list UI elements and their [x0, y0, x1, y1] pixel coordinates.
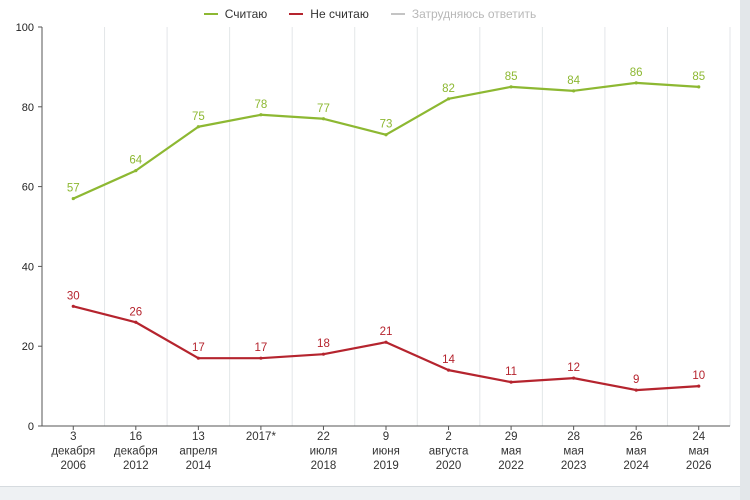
data-point-agree [321, 117, 326, 121]
data-label-disagree: 26 [129, 306, 142, 318]
data-point-disagree [634, 388, 638, 392]
legend-label-undecided: Затрудняюсь ответить [411, 7, 537, 21]
data-point-agree [71, 196, 75, 201]
legend: Считаю Не считаю Затрудняюсь ответить [0, 4, 740, 24]
data-point-agree [509, 85, 513, 89]
data-label-agree: 64 [129, 155, 142, 167]
data-label-disagree: 17 [255, 342, 268, 354]
x-tick-label: 16 декабря 2012 [114, 431, 158, 472]
x-tick-label: 9 июня 2019 [372, 431, 400, 472]
x-tick-label: 2017* [246, 431, 277, 443]
data-point-disagree [509, 380, 513, 384]
y-tick-label: 20 [22, 341, 34, 353]
data-point-disagree [134, 320, 138, 324]
data-point-agree [134, 169, 138, 173]
line-chart: 0 20 40 60 80 100 3 декабря 2006 16 декабря 2012 13 а… [16, 22, 731, 472]
data-label-agree: 84 [567, 75, 580, 87]
data-label-agree: 73 [380, 119, 393, 131]
legend-swatch-undecided [390, 13, 405, 15]
chart-panel: Считаю Не считаю Затрудняюсь ответить 0 2… [0, 0, 741, 487]
data-point-disagree [446, 368, 451, 372]
legend-swatch-agree [203, 13, 218, 15]
x-tick-label: 28 мая 2023 [561, 431, 587, 472]
x-tick-label: 22 июля 2018 [310, 431, 338, 472]
data-point-agree [697, 85, 701, 89]
data-label-agree: 75 [192, 111, 205, 123]
y-tick-label: 40 [22, 261, 34, 273]
data-label-disagree: 12 [567, 362, 580, 374]
data-label-disagree: 30 [67, 290, 80, 302]
y-tick-label: 80 [22, 102, 34, 114]
legend-item-agree[interactable]: Считаю [203, 7, 268, 21]
x-tick-label: 13 апреля 2014 [179, 431, 217, 472]
data-label-disagree: 18 [317, 338, 330, 350]
data-point-disagree [384, 340, 388, 344]
data-point-disagree [71, 304, 75, 308]
y-tick-label: 100 [16, 22, 34, 34]
data-label-agree: 57 [67, 183, 80, 195]
data-label-disagree: 14 [442, 354, 455, 366]
legend-item-disagree[interactable]: Не считаю [289, 7, 369, 21]
x-tick-label: 29 мая 2022 [498, 431, 524, 472]
data-point-agree [259, 113, 263, 117]
data-point-disagree [196, 356, 200, 360]
data-label-disagree: 10 [692, 370, 705, 382]
data-point-disagree [321, 352, 326, 356]
x-tick-label: 3 декабря 2006 [51, 431, 95, 472]
data-label-agree: 86 [630, 67, 643, 79]
data-point-agree [572, 89, 576, 93]
data-label-agree: 85 [692, 71, 705, 83]
y-tick-label: 0 [28, 421, 34, 433]
data-point-disagree [697, 384, 701, 388]
data-label-disagree: 11 [505, 366, 517, 378]
data-point-agree [384, 133, 388, 137]
data-label-agree: 82 [442, 83, 455, 95]
x-tick-label: 2 августа 2020 [429, 431, 469, 472]
data-label-disagree: 21 [380, 326, 393, 338]
data-label-agree: 78 [255, 99, 268, 111]
data-label-agree: 85 [505, 71, 518, 83]
data-point-agree [196, 125, 200, 129]
data-point-agree [634, 81, 638, 85]
x-tick-label: 24 мая 2026 [686, 431, 712, 472]
x-tick-label: 26 мая 2024 [623, 431, 649, 472]
data-point-disagree [572, 376, 576, 380]
legend-label-agree: Считаю [224, 7, 268, 21]
y-tick-label: 60 [22, 182, 34, 194]
data-label-disagree: 17 [192, 342, 205, 354]
data-label-disagree: 9 [633, 374, 639, 386]
scrollbar-track[interactable] [740, 0, 750, 500]
data-point-agree [446, 97, 451, 101]
legend-item-undecided[interactable]: Затрудняюсь ответить [390, 7, 537, 21]
data-point-disagree [259, 356, 263, 360]
data-label-agree: 77 [317, 103, 330, 115]
legend-swatch-disagree [289, 13, 304, 15]
legend-label-disagree: Не считаю [310, 7, 369, 21]
